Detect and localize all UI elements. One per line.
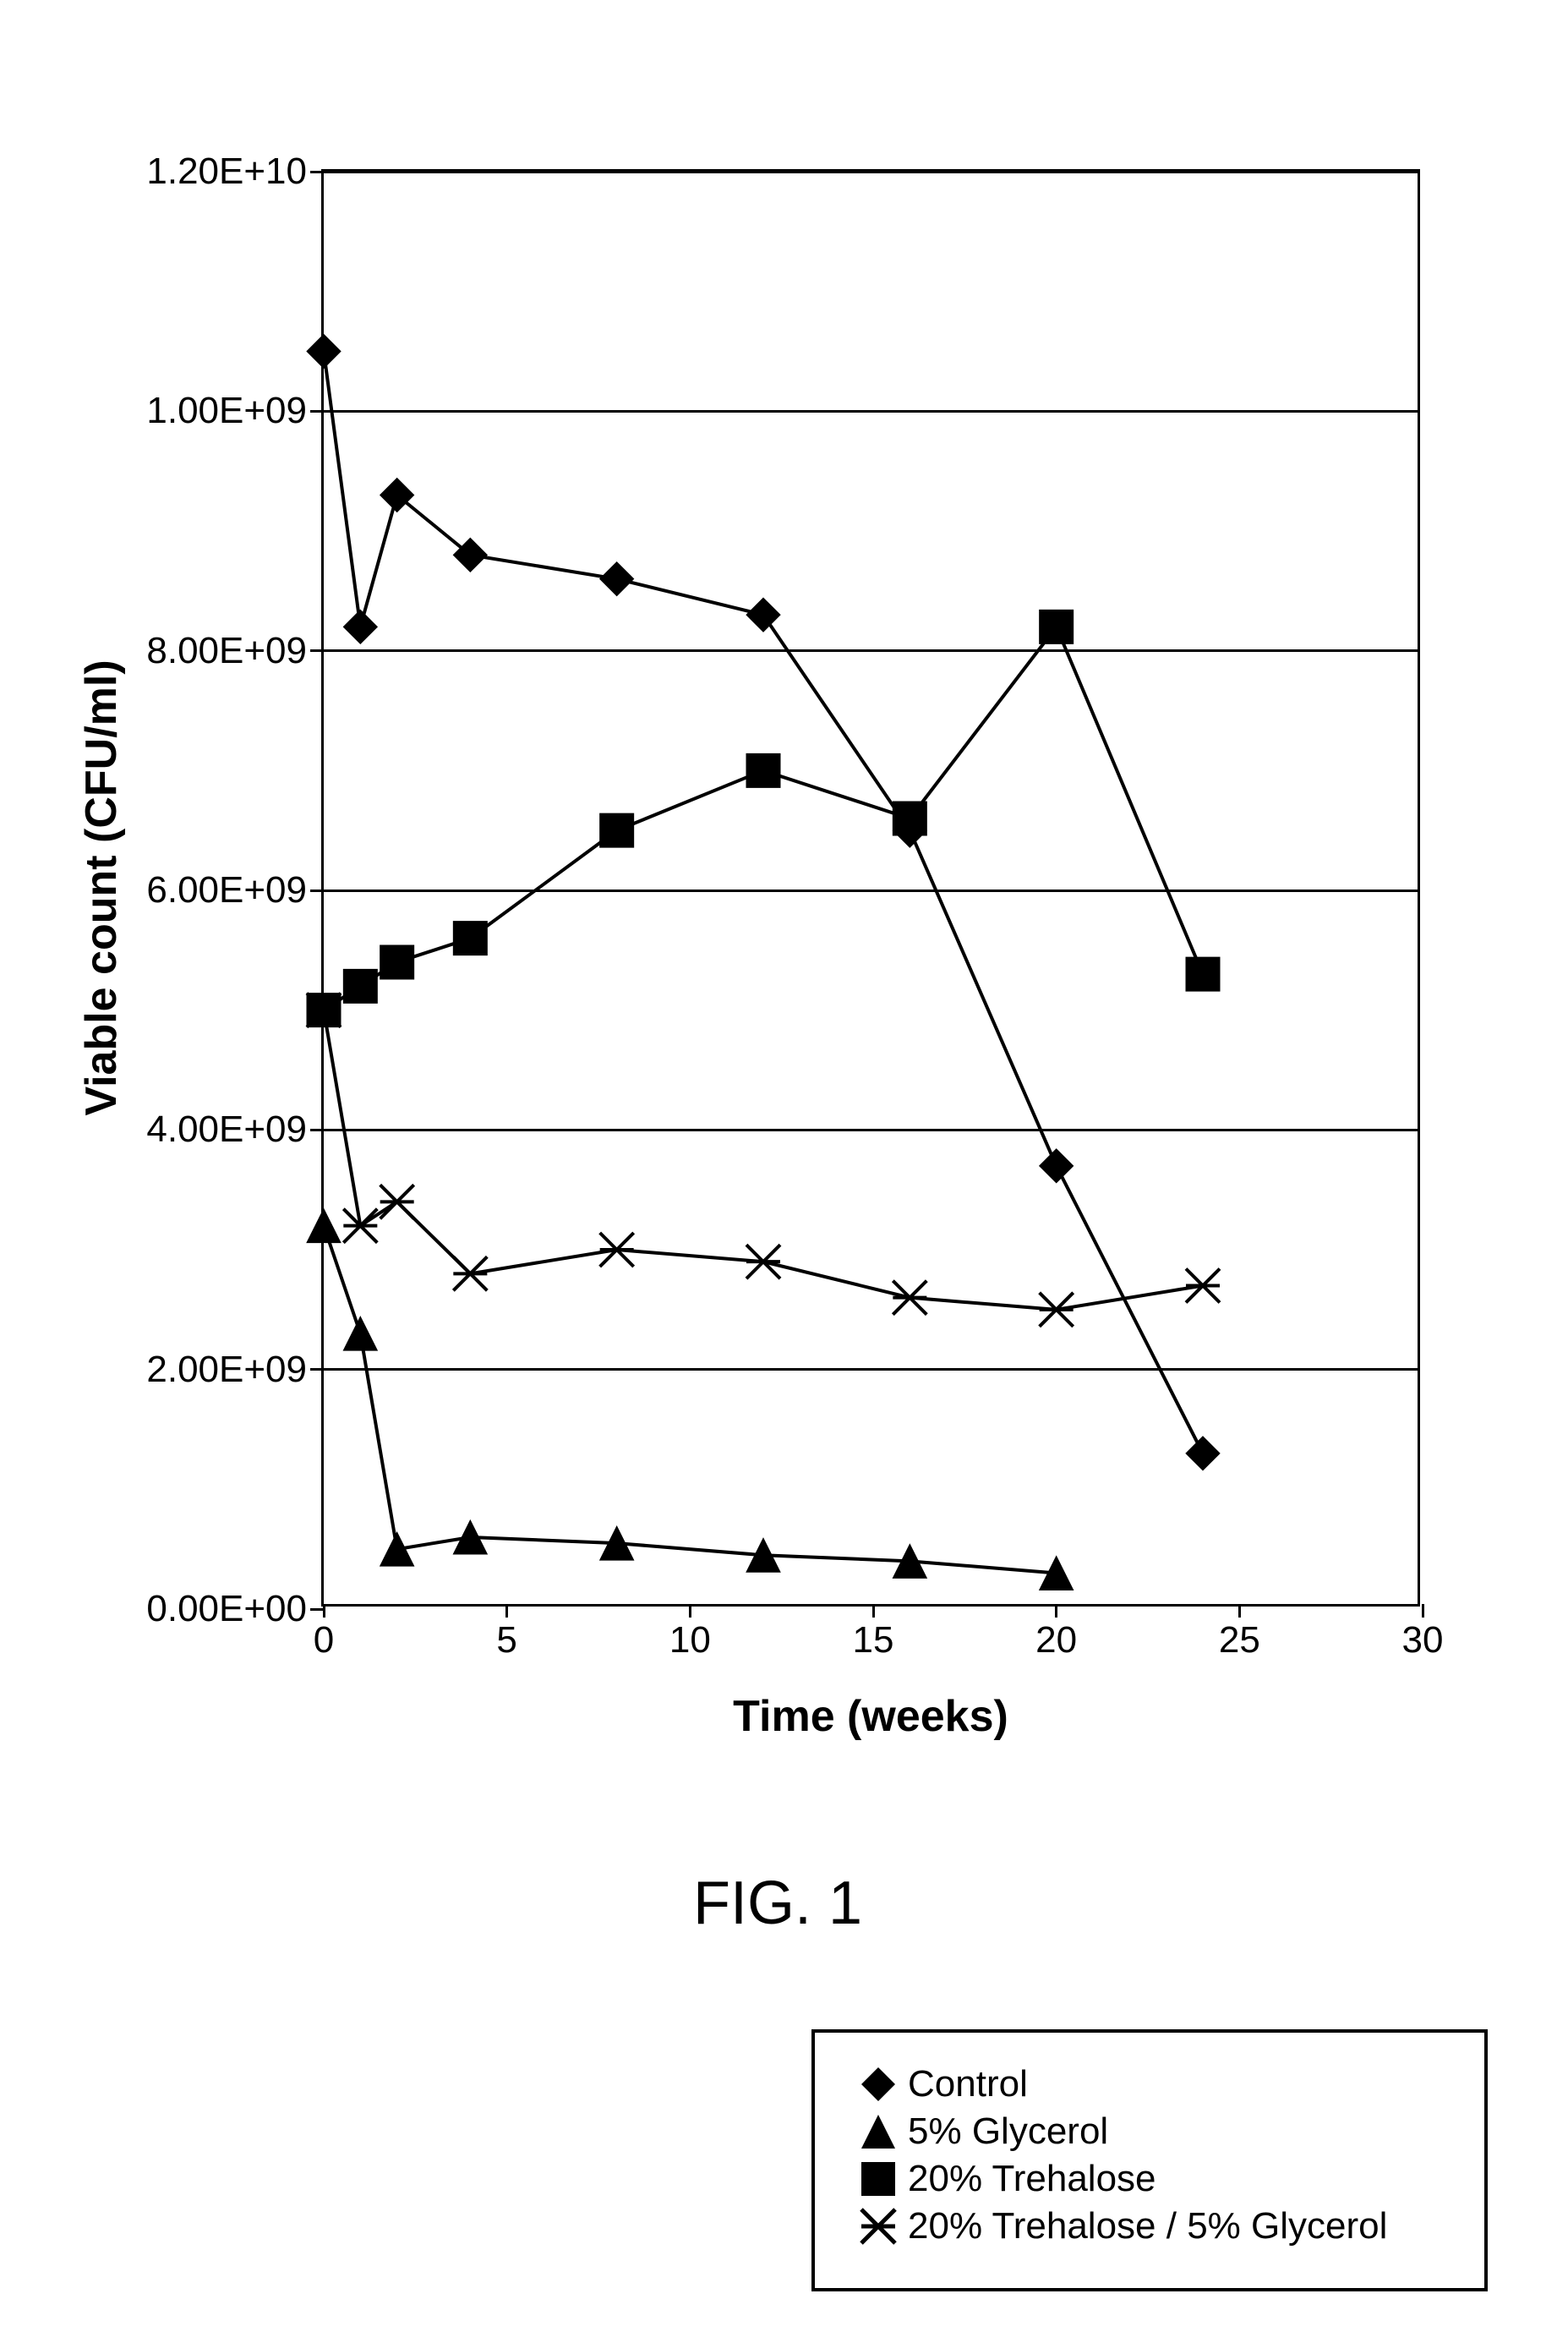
marker-diamond	[600, 562, 634, 596]
y-tick-label: 2.00E+09	[146, 1349, 307, 1391]
series-line	[324, 1010, 1203, 1310]
chart-svg	[324, 172, 1423, 1609]
marker-square	[1040, 610, 1074, 643]
y-tick	[310, 649, 324, 652]
y-tick	[310, 410, 324, 413]
page: Viable count (CFU/ml) Time (weeks) 0.00E…	[0, 0, 1568, 2332]
marker-diamond	[1040, 1149, 1074, 1183]
marker-square	[600, 813, 634, 847]
marker-diamond	[343, 610, 377, 643]
y-tick	[310, 1368, 324, 1371]
legend-marker-diamond-icon	[853, 2063, 904, 2105]
legend-marker	[849, 2110, 908, 2153]
marker-triangle	[307, 1209, 341, 1243]
marker-x	[380, 1185, 414, 1218]
legend-marker-x-icon	[853, 2205, 904, 2247]
plot-area: 0.00E+002.00E+094.00E+096.00E+098.00E+09…	[321, 169, 1420, 1607]
figure-caption: FIG. 1	[693, 1869, 862, 1938]
legend-label: 20% Trehalose / 5% Glycerol	[908, 2205, 1387, 2247]
marker-x	[1040, 1293, 1074, 1327]
legend-marker-square-icon	[853, 2158, 904, 2200]
marker-x	[1186, 1269, 1220, 1303]
legend-marker	[849, 2158, 908, 2200]
chart-region: Viable count (CFU/ml) Time (weeks) 0.00E…	[118, 169, 1437, 1733]
legend-item: 20% Trehalose	[849, 2158, 1451, 2200]
x-tick-label: 15	[853, 1619, 894, 1661]
y-tick-label: 8.00E+09	[146, 630, 307, 672]
legend: Control 5% Glycerol 20% Trehalose 20% Treha…	[811, 2029, 1488, 2291]
y-tick-label: 1.00E+09	[146, 390, 307, 432]
series-line	[324, 1226, 1057, 1574]
x-tick-label: 25	[1219, 1619, 1260, 1661]
y-tick	[310, 171, 324, 173]
y-tick-label: 6.00E+09	[146, 869, 307, 911]
x-tick-label: 10	[669, 1619, 711, 1661]
marker-diamond	[307, 335, 341, 369]
marker-square	[343, 969, 377, 1003]
marker-square	[746, 753, 780, 787]
legend-marker-triangle-icon	[853, 2110, 904, 2153]
legend-label: 20% Trehalose	[908, 2158, 1156, 2200]
y-tick	[310, 1129, 324, 1131]
marker-triangle	[380, 1532, 414, 1566]
legend-label: Control	[908, 2063, 1028, 2105]
marker-square	[380, 945, 414, 979]
marker-x	[746, 1245, 780, 1278]
y-tick-label: 0.00E+00	[146, 1588, 307, 1630]
x-tick-label: 0	[314, 1619, 334, 1661]
marker-x	[343, 1209, 377, 1243]
y-axis-label: Viable count (CFU/ml)	[76, 660, 127, 1115]
legend-label: 5% Glycerol	[908, 2110, 1108, 2153]
x-tick-label: 30	[1402, 1619, 1444, 1661]
y-tick-label: 1.20E+10	[146, 151, 307, 193]
marker-diamond	[746, 598, 780, 632]
x-axis-label: Time (weeks)	[733, 1691, 1008, 1742]
legend-item: Control	[849, 2063, 1451, 2105]
marker-square	[893, 802, 926, 835]
marker-square	[1186, 957, 1220, 991]
marker-diamond	[1186, 1437, 1220, 1470]
y-tick	[310, 890, 324, 892]
marker-square	[453, 922, 487, 955]
legend-marker	[849, 2205, 908, 2247]
x-tick-label: 5	[496, 1619, 516, 1661]
marker-x	[600, 1233, 634, 1267]
x-tick-label: 20	[1035, 1619, 1077, 1661]
legend-item: 5% Glycerol	[849, 2110, 1451, 2153]
marker-x	[893, 1281, 926, 1315]
legend-marker	[849, 2063, 908, 2105]
y-tick-label: 4.00E+09	[146, 1109, 307, 1151]
legend-item: 20% Trehalose / 5% Glycerol	[849, 2205, 1451, 2247]
marker-x	[453, 1256, 487, 1290]
marker-triangle	[343, 1317, 377, 1350]
